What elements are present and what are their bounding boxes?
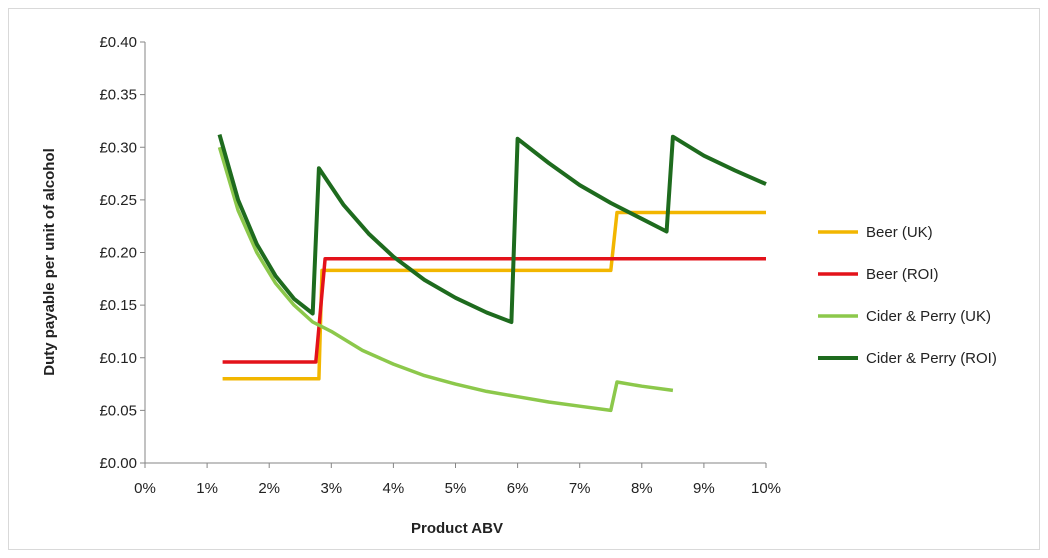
legend-label-cider-perry-uk: Cider & Perry (UK) bbox=[866, 308, 991, 325]
y-tick-label: £0.15 bbox=[99, 297, 137, 314]
x-tick-label: 5% bbox=[445, 480, 467, 497]
y-tick-label: £0.00 bbox=[99, 455, 137, 472]
x-tick-label: 6% bbox=[507, 480, 529, 497]
x-tick-label: 9% bbox=[693, 480, 715, 497]
x-tick-label: 0% bbox=[134, 480, 156, 497]
series-line-cider-perry-uk bbox=[217, 146, 674, 413]
y-tick-label: £0.30 bbox=[99, 139, 137, 156]
x-tick-label: 2% bbox=[258, 480, 280, 497]
y-tick-label: £0.20 bbox=[99, 245, 137, 262]
x-tick-label: 10% bbox=[751, 480, 781, 497]
y-tick-label: £0.35 bbox=[99, 87, 137, 104]
legend-label-beer-roi: Beer (ROI) bbox=[866, 266, 939, 283]
x-tick-label: 1% bbox=[196, 480, 218, 497]
series-layer bbox=[217, 134, 767, 413]
x-axis-title: Product ABV bbox=[411, 520, 503, 537]
x-tick-label: 3% bbox=[320, 480, 342, 497]
series-line-beer-uk bbox=[222, 210, 766, 381]
series-line-beer-roi bbox=[222, 257, 766, 364]
chart-frame bbox=[8, 8, 1040, 550]
x-tick-label: 4% bbox=[383, 480, 405, 497]
legend: Beer (UK) Beer (ROI) Cider & Perry (UK) Cid… bbox=[818, 224, 997, 367]
y-axis-title: Duty payable per unit of alcohol bbox=[41, 148, 58, 376]
series-line-cider-perry-roi bbox=[217, 134, 767, 324]
y-tick-label: £0.10 bbox=[99, 350, 137, 367]
legend-label-beer-uk: Beer (UK) bbox=[866, 224, 933, 241]
axes: £0.00 £0.05 £0.10 £0.15 £0.20 £0.25 £0.30 £0.35… bbox=[99, 34, 781, 497]
y-tick-label: £0.05 bbox=[99, 402, 137, 419]
y-tick-label: £0.40 bbox=[99, 34, 137, 51]
y-tick-label: £0.25 bbox=[99, 192, 137, 209]
x-tick-label: 8% bbox=[631, 480, 653, 497]
x-tick-label: 7% bbox=[569, 480, 591, 497]
legend-label-cider-perry-roi: Cider & Perry (ROI) bbox=[866, 350, 997, 367]
